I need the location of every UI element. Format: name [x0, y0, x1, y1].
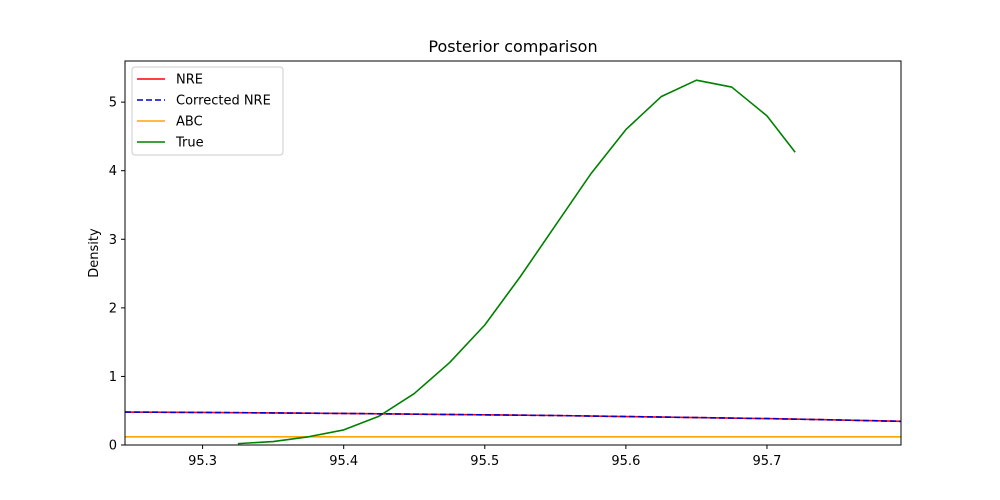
plot-lines — [125, 79, 901, 445]
x-tick-label: 95.3 — [188, 454, 217, 469]
x-ticks: 95.3 95.4 95.5 95.6 95.7 — [188, 445, 781, 469]
series-line-corrected-nre — [125, 411, 901, 423]
legend: NRE Corrected NRE ABC True — [131, 66, 284, 156]
y-ticks: 0 1 2 3 4 5 — [109, 96, 125, 454]
x-tick-label: 95.6 — [611, 454, 640, 469]
legend-entry: Corrected NRE — [176, 94, 271, 109]
legend-box — [131, 66, 284, 156]
legend-entry: True — [175, 136, 204, 151]
legend-entry: NRE — [176, 73, 203, 88]
y-tick-label: 4 — [109, 164, 117, 179]
x-tick-label: 95.7 — [752, 454, 781, 469]
y-tick-label: 0 — [109, 439, 117, 454]
chart-title: Posterior comparison — [428, 37, 597, 56]
x-tick-label: 95.5 — [470, 454, 499, 469]
y-axis-label: Density — [87, 228, 102, 278]
legend-entry: ABC — [176, 115, 203, 130]
y-tick-label: 1 — [109, 370, 117, 385]
plot-frame — [124, 60, 902, 446]
series-line-nre — [125, 411, 901, 423]
x-tick-label: 95.4 — [329, 454, 358, 469]
series-line-true — [237, 79, 796, 445]
y-tick-label: 5 — [109, 96, 117, 111]
y-tick-label: 2 — [109, 301, 117, 316]
y-tick-label: 3 — [109, 233, 117, 248]
